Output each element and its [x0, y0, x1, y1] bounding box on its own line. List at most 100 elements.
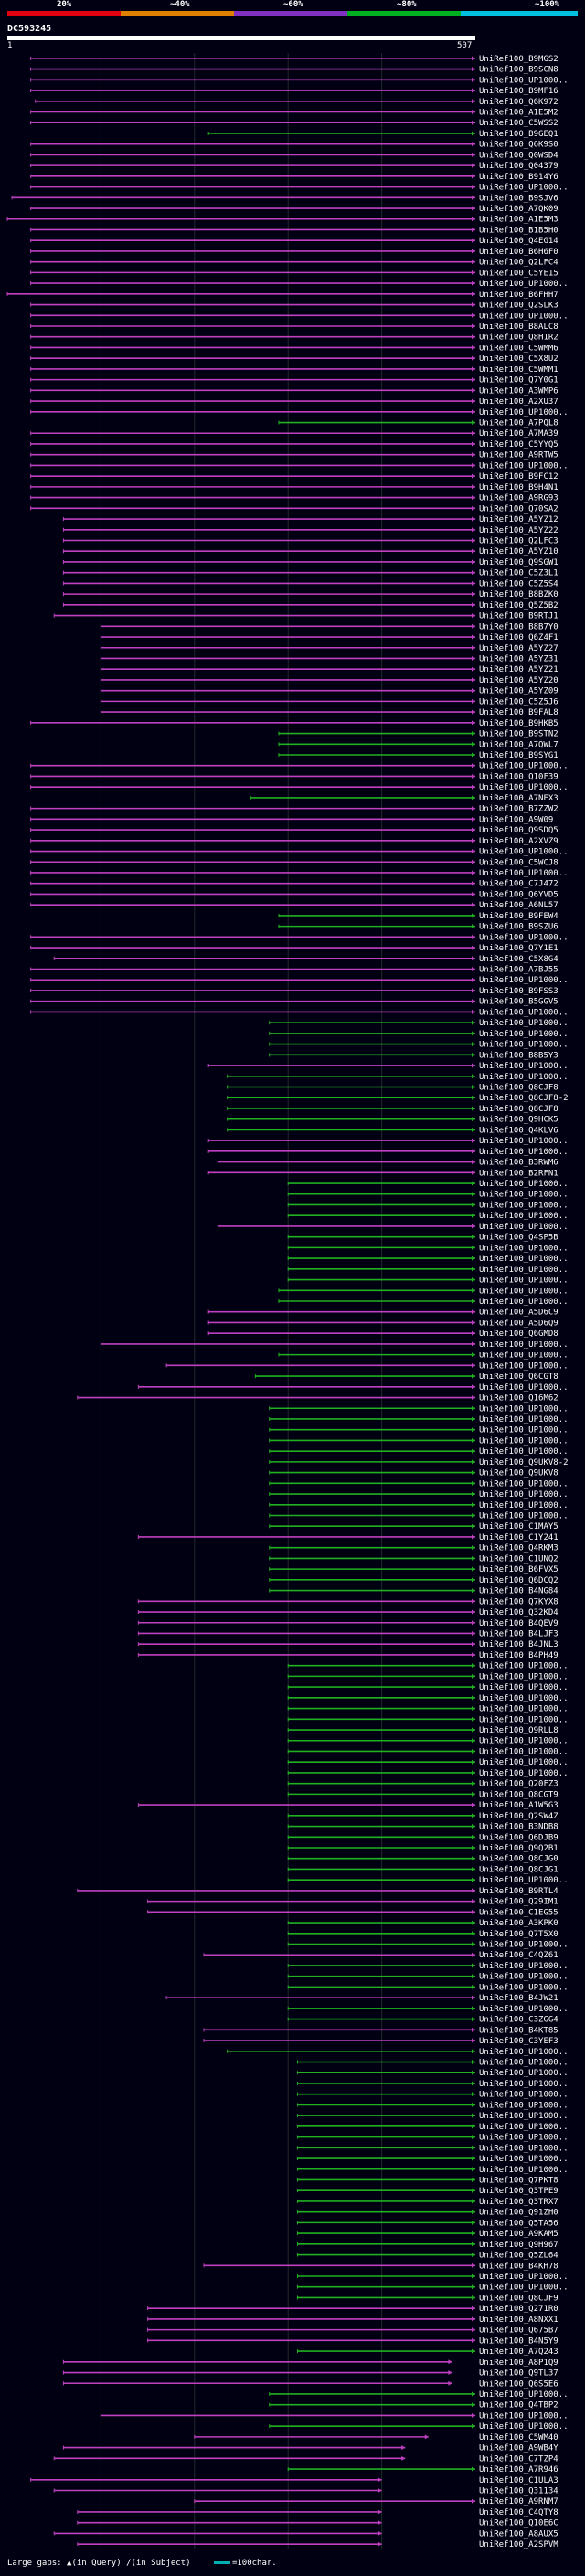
hit-label[interactable]: UniRef100_A9RG93 — [479, 494, 558, 504]
hit-label[interactable]: UniRef100_C5WCJ8 — [479, 858, 558, 867]
hit-label[interactable]: UniRef100_UP1000.. — [479, 1747, 569, 1756]
hit-label[interactable]: UniRef100_UP1000.. — [479, 2005, 569, 2014]
hit-label[interactable]: UniRef100_C5YYQ5 — [479, 440, 558, 450]
hit-label[interactable]: UniRef100_A9W09 — [479, 815, 553, 824]
hit-label[interactable]: UniRef100_B9MF16 — [479, 87, 558, 96]
hit-label[interactable]: UniRef100_B9SZU6 — [479, 923, 558, 932]
hit-label[interactable]: UniRef100_UP1000.. — [479, 184, 569, 193]
hit-label[interactable]: UniRef100_Q3TRX7 — [479, 2198, 558, 2207]
hit-label[interactable]: UniRef100_B4KH78 — [479, 2262, 558, 2271]
hit-label[interactable]: UniRef100_UP1000.. — [479, 1426, 569, 1436]
hit-label[interactable]: UniRef100_UP1000.. — [479, 1277, 569, 1286]
hit-label[interactable]: UniRef100_B2RFN1 — [479, 1169, 558, 1178]
hit-label[interactable]: UniRef100_UP1000.. — [479, 461, 569, 471]
hit-label[interactable]: UniRef100_Q6CGT8 — [479, 1373, 558, 1382]
hit-label[interactable]: UniRef100_Q9RLL8 — [479, 1726, 558, 1735]
hit-label[interactable]: UniRef100_UP1000.. — [479, 1266, 569, 1275]
hit-label[interactable]: UniRef100_B7ZZW2 — [479, 805, 558, 814]
hit-label[interactable]: UniRef100_C1UNQ2 — [479, 1554, 558, 1564]
hit-label[interactable]: UniRef100_B4JNL3 — [479, 1640, 558, 1649]
hit-label[interactable]: UniRef100_C5X8G4 — [479, 955, 558, 964]
hit-label[interactable]: UniRef100_Q2LFC3 — [479, 537, 558, 546]
hit-label[interactable]: UniRef100_C7J472 — [479, 880, 558, 889]
hit-label[interactable]: UniRef100_Q4RKM3 — [479, 1544, 558, 1553]
hit-label[interactable]: UniRef100_Q8H1R2 — [479, 334, 558, 343]
hit-label[interactable]: UniRef100_UP1000.. — [479, 1212, 569, 1221]
hit-label[interactable]: UniRef100_B4LJF3 — [479, 1629, 558, 1638]
hit-label[interactable]: UniRef100_UP1000.. — [479, 1255, 569, 1264]
hit-label[interactable]: UniRef100_C3ZGG4 — [479, 2016, 558, 2025]
hit-label[interactable]: UniRef100_UP1000.. — [479, 2422, 569, 2432]
hit-label[interactable]: UniRef100_UP1000.. — [479, 1287, 569, 1296]
hit-label[interactable]: UniRef100_UP1000.. — [479, 1341, 569, 1350]
hit-label[interactable]: UniRef100_Q8CJG1 — [479, 1865, 558, 1874]
hit-label[interactable]: UniRef100_A7NEX3 — [479, 794, 558, 803]
hit-label[interactable]: UniRef100_Q7PKT8 — [479, 2176, 558, 2185]
hit-label[interactable]: UniRef100_Q9Q2B1 — [479, 1844, 558, 1853]
hit-label[interactable]: UniRef100_UP1000.. — [479, 312, 569, 321]
hit-label[interactable]: UniRef100_Q7Y0G1 — [479, 376, 558, 386]
hit-label[interactable]: UniRef100_C1EG55 — [479, 1908, 558, 1917]
hit-label[interactable]: UniRef100_UP1000.. — [479, 2058, 569, 2067]
hit-label[interactable]: UniRef100_B9GEQ1 — [479, 130, 558, 139]
hit-label[interactable]: UniRef100_Q4KLV6 — [479, 1126, 558, 1135]
hit-label[interactable]: UniRef100_Q31134 — [479, 2487, 558, 2496]
hit-label[interactable]: UniRef100_Q8CJF8-2 — [479, 1094, 569, 1103]
hit-label[interactable]: UniRef100_UP1000.. — [479, 1694, 569, 1703]
hit-label[interactable]: UniRef100_UP1000.. — [479, 1019, 569, 1028]
hit-label[interactable]: UniRef100_A1E5M3 — [479, 216, 558, 225]
hit-label[interactable]: UniRef100_Q6DJB9 — [479, 1833, 558, 1842]
hit-label[interactable]: UniRef100_Q2SW4Z — [479, 1812, 558, 1821]
hit-label[interactable]: UniRef100_A6NL57 — [479, 901, 558, 910]
hit-label[interactable]: UniRef100_Q6GMD8 — [479, 1330, 558, 1339]
hit-label[interactable]: UniRef100_UP1000.. — [479, 1672, 569, 1681]
hit-label[interactable]: UniRef100_A7Q243 — [479, 2348, 558, 2357]
hit-label[interactable]: UniRef100_Q6YVD5 — [479, 890, 558, 899]
hit-label[interactable]: UniRef100_A7R946 — [479, 2465, 558, 2475]
hit-label[interactable]: UniRef100_UP1000.. — [479, 2069, 569, 2078]
hit-label[interactable]: UniRef100_B9SYG1 — [479, 751, 558, 760]
hit-label[interactable]: UniRef100_B6FVX5 — [479, 1565, 558, 1574]
hit-label[interactable]: UniRef100_UP1000.. — [479, 1490, 569, 1500]
hit-label[interactable]: UniRef100_UP1000.. — [479, 1715, 569, 1724]
hit-label[interactable]: UniRef100_UP1000.. — [479, 1479, 569, 1489]
hit-label[interactable]: UniRef100_UP1000.. — [479, 2284, 569, 2293]
hit-label[interactable]: UniRef100_B4JW21 — [479, 1994, 558, 2003]
hit-label[interactable]: UniRef100_C5WMM1 — [479, 366, 558, 375]
hit-label[interactable]: UniRef100_UP1000.. — [479, 762, 569, 771]
hit-label[interactable]: UniRef100_Q7T5X0 — [479, 1930, 558, 1939]
hit-label[interactable]: UniRef100_B1B5H0 — [479, 226, 558, 235]
hit-label[interactable]: UniRef100_UP1000.. — [479, 1008, 569, 1017]
hit-label[interactable]: UniRef100_C4QTY8 — [479, 2508, 558, 2518]
hit-label[interactable]: UniRef100_A1E5M2 — [479, 108, 558, 117]
hit-label[interactable]: UniRef100_B9SJV6 — [479, 194, 558, 203]
hit-label[interactable]: UniRef100_A2XU37 — [479, 398, 558, 407]
hit-label[interactable]: UniRef100_Q4TBP2 — [479, 2401, 558, 2411]
hit-label[interactable]: UniRef100_Q5Z5B2 — [479, 601, 558, 610]
hit-label[interactable]: UniRef100_C1Y241 — [479, 1533, 558, 1542]
hit-label[interactable]: UniRef100_B8B5Y3 — [479, 1051, 558, 1060]
hit-label[interactable]: UniRef100_UP1000.. — [479, 1983, 569, 1992]
hit-label[interactable]: UniRef100_Q04379 — [479, 162, 558, 171]
hit-label[interactable]: UniRef100_C5X8U2 — [479, 355, 558, 364]
hit-label[interactable]: UniRef100_UP1000.. — [479, 1405, 569, 1414]
hit-label[interactable]: UniRef100_UP1000.. — [479, 1352, 569, 1361]
hit-label[interactable]: UniRef100_Q4SP5B — [479, 1234, 558, 1243]
hit-label[interactable]: UniRef100_UP1000.. — [479, 933, 569, 942]
hit-label[interactable]: UniRef100_Q7Y1E1 — [479, 944, 558, 953]
hit-label[interactable]: UniRef100_B9MGS2 — [479, 55, 558, 64]
hit-label[interactable]: UniRef100_B4NG84 — [479, 1587, 558, 1596]
hit-label[interactable]: UniRef100_B6H6F0 — [479, 248, 558, 257]
hit-label[interactable]: UniRef100_UP1000.. — [479, 1362, 569, 1371]
hit-label[interactable]: UniRef100_A9RTW5 — [479, 451, 558, 461]
hit-label[interactable]: UniRef100_UP1000.. — [479, 1201, 569, 1210]
hit-label[interactable]: UniRef100_Q8CJF8 — [479, 1083, 558, 1092]
hit-label[interactable]: UniRef100_A7BJ55 — [479, 966, 558, 975]
hit-label[interactable]: UniRef100_UP1000.. — [479, 1062, 569, 1071]
hit-label[interactable]: UniRef100_A5D6C9 — [479, 1309, 558, 1318]
hit-label[interactable]: UniRef100_UP1000.. — [479, 2273, 569, 2282]
hit-label[interactable]: UniRef100_UP1000.. — [479, 76, 569, 85]
hit-label[interactable]: UniRef100_Q6K972 — [479, 98, 558, 107]
hit-label[interactable]: UniRef100_UP1000.. — [479, 1705, 569, 1714]
hit-label[interactable]: UniRef100_UP1000.. — [479, 2134, 569, 2143]
